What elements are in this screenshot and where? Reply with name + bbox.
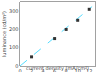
svg-text:6: 6 (53, 68, 56, 72)
svg-text:0: 0 (18, 68, 21, 72)
svg-text:200: 200 (9, 26, 19, 32)
svg-text:0: 0 (15, 63, 18, 69)
svg-text:100: 100 (9, 44, 19, 50)
svg-text:2: 2 (30, 68, 33, 72)
svg-text:luminance (cd/m²): luminance (cd/m²) (1, 11, 7, 57)
svg-text:300: 300 (9, 8, 19, 14)
svg-text:12: 12 (86, 68, 92, 72)
svg-text:current density (mA/cm²): current density (mA/cm²) (26, 65, 89, 72)
svg-text:10: 10 (75, 68, 81, 72)
svg-text:8: 8 (65, 68, 68, 72)
svg-text:4: 4 (41, 68, 44, 72)
